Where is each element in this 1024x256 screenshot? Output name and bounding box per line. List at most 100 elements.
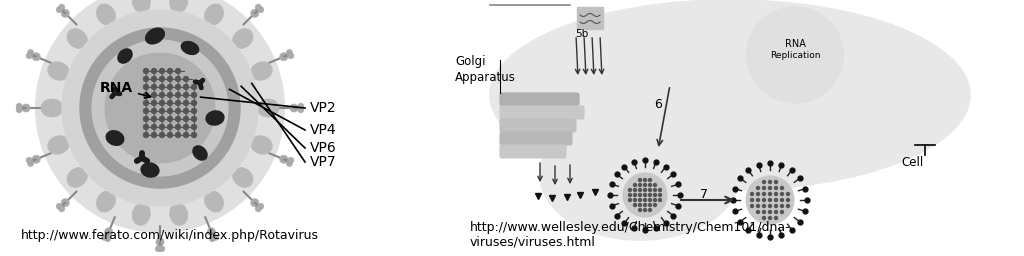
Circle shape — [143, 109, 148, 113]
Circle shape — [143, 101, 148, 105]
Ellipse shape — [232, 29, 253, 48]
Circle shape — [191, 133, 197, 137]
Circle shape — [774, 187, 777, 189]
Circle shape — [104, 228, 113, 236]
Circle shape — [175, 101, 180, 105]
Circle shape — [786, 198, 790, 201]
Circle shape — [152, 77, 157, 81]
Text: RNA: RNA — [100, 81, 151, 98]
Circle shape — [648, 198, 651, 201]
Circle shape — [175, 133, 180, 137]
Circle shape — [168, 133, 172, 137]
Text: RNA: RNA — [784, 39, 806, 49]
Circle shape — [774, 217, 777, 219]
Circle shape — [639, 188, 641, 191]
FancyBboxPatch shape — [500, 106, 584, 119]
Circle shape — [763, 193, 766, 196]
Circle shape — [183, 101, 188, 105]
Text: http://www.wellesley.edu/Chemistry/Chem101/dna-: http://www.wellesley.edu/Chemistry/Chem1… — [470, 221, 791, 234]
Circle shape — [757, 193, 760, 196]
Circle shape — [175, 109, 180, 113]
Circle shape — [143, 116, 148, 122]
Circle shape — [648, 178, 651, 182]
Circle shape — [648, 208, 651, 211]
Circle shape — [101, 234, 108, 240]
Circle shape — [168, 109, 172, 113]
Circle shape — [255, 4, 261, 10]
Ellipse shape — [106, 131, 124, 145]
Text: VP7: VP7 — [310, 155, 337, 169]
Ellipse shape — [118, 49, 132, 63]
Circle shape — [774, 180, 777, 184]
Ellipse shape — [232, 167, 253, 187]
Circle shape — [160, 69, 165, 73]
Circle shape — [643, 208, 646, 211]
Circle shape — [763, 205, 766, 208]
Text: VP4: VP4 — [310, 123, 337, 137]
Circle shape — [298, 107, 304, 113]
Circle shape — [774, 193, 777, 196]
Text: 5b: 5b — [575, 29, 589, 39]
Circle shape — [191, 92, 197, 98]
Circle shape — [175, 84, 180, 90]
Ellipse shape — [257, 99, 279, 117]
Circle shape — [658, 198, 662, 201]
Ellipse shape — [251, 136, 272, 154]
Circle shape — [757, 198, 760, 201]
FancyBboxPatch shape — [577, 7, 603, 29]
Circle shape — [780, 187, 783, 189]
Circle shape — [774, 205, 777, 208]
Circle shape — [168, 69, 172, 73]
Circle shape — [28, 49, 34, 56]
Circle shape — [152, 109, 157, 113]
Circle shape — [152, 92, 157, 98]
Circle shape — [763, 217, 766, 219]
Circle shape — [643, 184, 646, 187]
Ellipse shape — [540, 110, 740, 240]
Text: viruses/viruses.html: viruses/viruses.html — [470, 236, 596, 249]
Circle shape — [168, 124, 172, 130]
Circle shape — [80, 28, 240, 188]
Circle shape — [58, 206, 65, 212]
Ellipse shape — [170, 204, 187, 225]
Circle shape — [643, 204, 646, 207]
Circle shape — [35, 0, 285, 233]
Circle shape — [191, 124, 197, 130]
Circle shape — [159, 246, 165, 252]
Text: Golgi
Apparatus: Golgi Apparatus — [455, 56, 516, 84]
Circle shape — [751, 205, 754, 208]
Circle shape — [160, 116, 165, 122]
Ellipse shape — [193, 146, 207, 160]
Circle shape — [160, 92, 165, 98]
Circle shape — [143, 92, 148, 98]
Circle shape — [653, 198, 656, 201]
Circle shape — [183, 124, 188, 130]
Circle shape — [780, 205, 783, 208]
Circle shape — [757, 187, 760, 189]
Circle shape — [143, 69, 148, 73]
Ellipse shape — [170, 0, 187, 13]
Circle shape — [152, 116, 157, 122]
Circle shape — [105, 53, 215, 163]
Text: 6: 6 — [654, 99, 662, 112]
Circle shape — [56, 7, 62, 13]
Circle shape — [768, 205, 771, 208]
Circle shape — [653, 204, 656, 207]
Circle shape — [104, 236, 111, 242]
Text: Replication: Replication — [770, 50, 820, 59]
Circle shape — [751, 198, 754, 201]
Circle shape — [183, 92, 188, 98]
Circle shape — [143, 84, 148, 90]
Circle shape — [280, 53, 288, 61]
Circle shape — [280, 155, 288, 163]
Circle shape — [763, 198, 766, 201]
Circle shape — [768, 180, 771, 184]
Circle shape — [175, 124, 180, 130]
Circle shape — [768, 187, 771, 189]
Circle shape — [160, 133, 165, 137]
Circle shape — [629, 194, 632, 197]
Circle shape — [751, 193, 754, 196]
Circle shape — [648, 184, 651, 187]
Ellipse shape — [181, 41, 199, 55]
Circle shape — [653, 188, 656, 191]
